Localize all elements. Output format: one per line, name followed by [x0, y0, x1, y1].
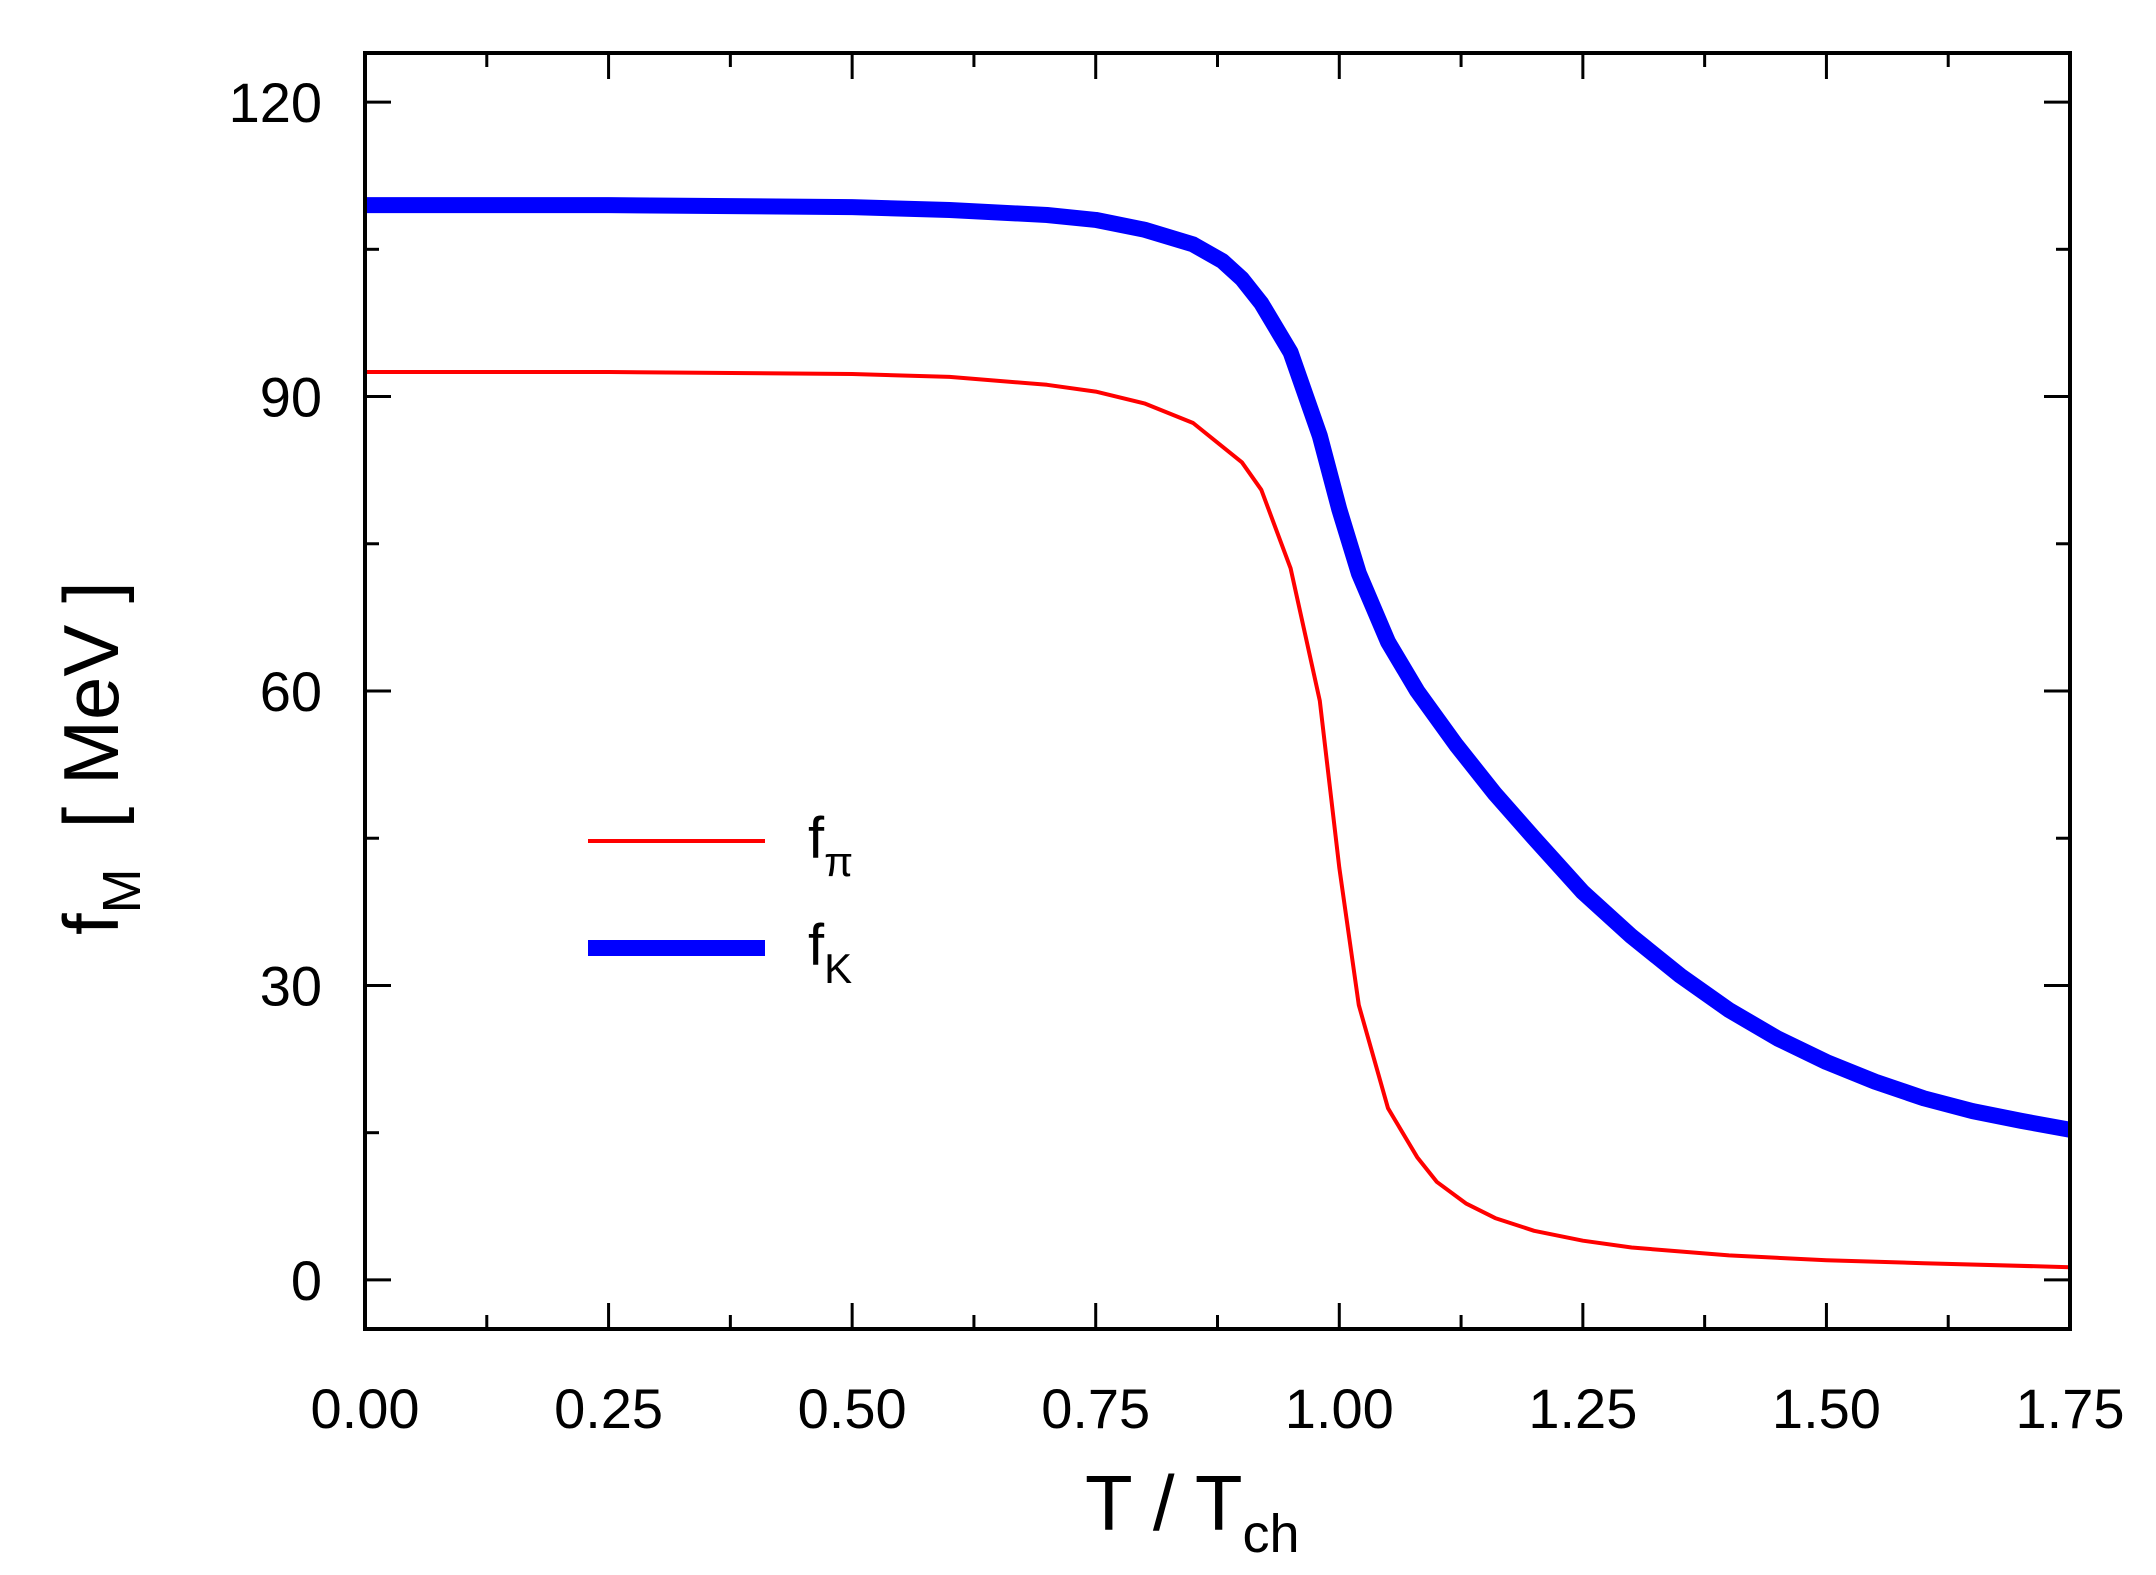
plot-frame: [363, 51, 2072, 1331]
legend: fπ fK: [588, 806, 853, 992]
x-tick-label: 0.50: [798, 1377, 907, 1440]
legend-label-f-k: fK: [808, 913, 852, 992]
legend-label-f-k-sub: K: [824, 945, 852, 992]
legend-label-f-k-main: f: [808, 913, 825, 978]
y-tick-label: 0: [291, 1249, 322, 1312]
y-axis-title-sub: M: [92, 868, 152, 913]
x-tick-label: 0.25: [554, 1377, 663, 1440]
series-line-f-k: [365, 197, 2072, 1138]
y-tick-label: 60: [260, 660, 322, 723]
series-line-f-pi: [365, 370, 2071, 1270]
x-tick-label: 0.75: [1041, 1377, 1150, 1440]
y-tick-label: 90: [260, 366, 322, 429]
legend-label-f-pi-sub: π: [824, 838, 853, 885]
y-axis-title: fM [ MeV ]: [47, 581, 152, 935]
series-layer: [365, 197, 2072, 1270]
legend-label-f-pi-main: f: [808, 806, 825, 871]
x-tick-label: 0.00: [311, 1377, 420, 1440]
y-tick-label: 30: [260, 954, 322, 1017]
y-axis-title-main: f: [47, 913, 135, 935]
y-tick-label: 120: [229, 71, 322, 134]
major-ticks: [363, 53, 2072, 1329]
y-tick-labels: 0 30 60 90 120: [229, 71, 322, 1312]
x-tick-label: 1.25: [1528, 1377, 1637, 1440]
x-tick-labels: 0.00 0.25 0.50 0.75 1.00 1.25 1.50 1.75: [311, 1377, 2125, 1440]
x-tick-label: 1.75: [2016, 1377, 2125, 1440]
x-tick-label: 1.00: [1285, 1377, 1394, 1440]
svg-text:fM[ MeV ]: fM [ MeV ]: [47, 581, 152, 935]
x-tick-label: 1.50: [1772, 1377, 1881, 1440]
x-axis-title: T / Tch: [1085, 1459, 1300, 1564]
legend-label-f-pi: fπ: [808, 806, 853, 885]
x-axis-title-main: T / T: [1085, 1459, 1243, 1547]
y-axis-title-unit: [ MeV ]: [47, 581, 135, 828]
minor-ticks: [365, 53, 2070, 1329]
x-axis-title-sub: ch: [1243, 1504, 1300, 1564]
